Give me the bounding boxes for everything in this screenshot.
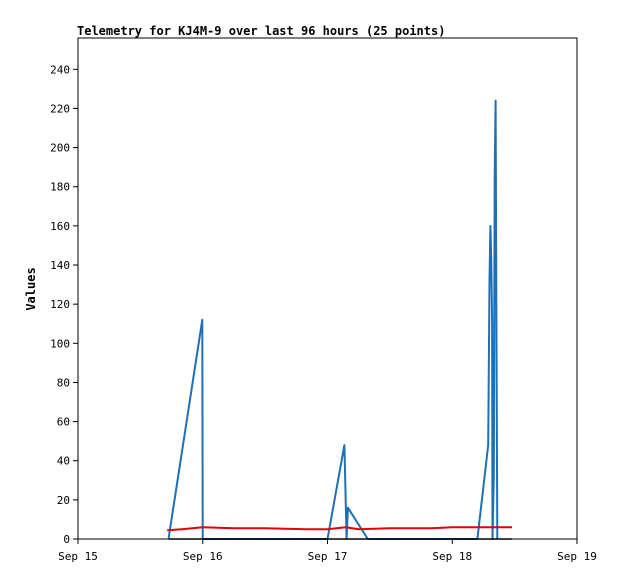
series-layer <box>167 99 512 540</box>
series-line-1 <box>167 99 499 540</box>
x-tick-label: Sep 19 <box>557 550 597 563</box>
y-tick-label: 120 <box>50 298 70 311</box>
y-tick-label: 100 <box>50 337 70 350</box>
y-tick-label: 200 <box>50 142 70 155</box>
x-tick-label: Sep 15 <box>58 550 98 563</box>
y-tick-label: 40 <box>57 455 70 468</box>
y-axis: 0 20 40 60 80 100 120 140 160 180 200 220 240 <box>50 63 78 546</box>
y-tick-label: 0 <box>63 533 70 546</box>
y-tick-label: 220 <box>50 102 70 115</box>
y-tick-label: 20 <box>57 494 70 507</box>
plot-frame <box>77 37 578 540</box>
x-axis: Sep 15 Sep 16 Sep 17 Sep 18 Sep 19 <box>58 539 597 563</box>
y-tick-label: 240 <box>50 63 70 76</box>
y-tick-label: 160 <box>50 220 70 233</box>
series-line-2 <box>167 526 512 532</box>
y-axis-label: Values <box>24 267 38 310</box>
x-tick-label: Sep 16 <box>183 550 223 563</box>
y-tick-label: 60 <box>57 416 70 429</box>
y-tick-label: 180 <box>50 181 70 194</box>
x-tick-label: Sep 17 <box>308 550 348 563</box>
chart-title: Telemetry for KJ4M-9 over last 96 hours … <box>77 24 445 38</box>
y-tick-label: 80 <box>57 376 70 389</box>
y-tick-label: 140 <box>50 259 70 272</box>
x-tick-label: Sep 18 <box>432 550 472 563</box>
